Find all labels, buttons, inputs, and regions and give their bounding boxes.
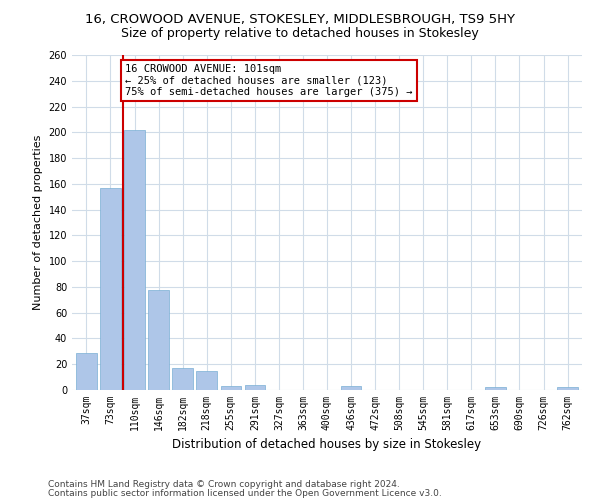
Text: 16, CROWOOD AVENUE, STOKESLEY, MIDDLESBROUGH, TS9 5HY: 16, CROWOOD AVENUE, STOKESLEY, MIDDLESBR… — [85, 12, 515, 26]
Text: Contains public sector information licensed under the Open Government Licence v3: Contains public sector information licen… — [48, 488, 442, 498]
Text: Contains HM Land Registry data © Crown copyright and database right 2024.: Contains HM Land Registry data © Crown c… — [48, 480, 400, 489]
Bar — [76, 352, 97, 390]
Bar — [341, 386, 361, 390]
Text: 16 CROWOOD AVENUE: 101sqm
← 25% of detached houses are smaller (123)
75% of semi: 16 CROWOOD AVENUE: 101sqm ← 25% of detac… — [125, 64, 412, 97]
Bar — [100, 188, 121, 390]
Y-axis label: Number of detached properties: Number of detached properties — [33, 135, 43, 310]
Bar — [196, 370, 217, 390]
X-axis label: Distribution of detached houses by size in Stokesley: Distribution of detached houses by size … — [172, 438, 482, 452]
Bar — [148, 290, 169, 390]
Bar — [221, 386, 241, 390]
Bar — [557, 388, 578, 390]
Bar — [124, 130, 145, 390]
Text: Size of property relative to detached houses in Stokesley: Size of property relative to detached ho… — [121, 28, 479, 40]
Bar — [485, 388, 506, 390]
Bar — [245, 385, 265, 390]
Bar — [172, 368, 193, 390]
